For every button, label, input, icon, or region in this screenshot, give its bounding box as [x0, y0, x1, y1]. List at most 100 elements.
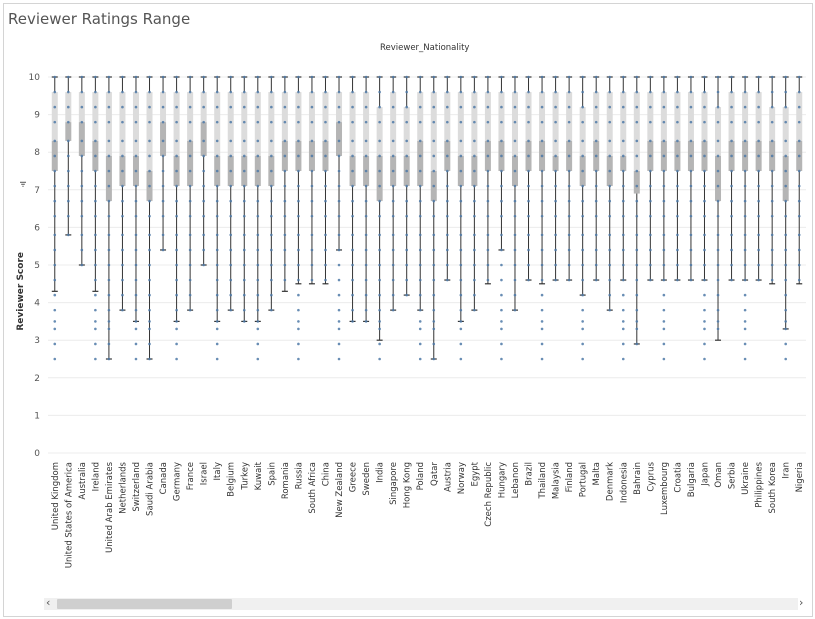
data-point: [270, 105, 273, 109]
x-tick-label: Qatar: [430, 461, 440, 485]
data-point: [459, 199, 463, 203]
data-point: [202, 263, 205, 267]
box-upper: [308, 92, 315, 141]
data-point: [608, 120, 612, 124]
data-point: [797, 139, 801, 143]
data-point: [486, 90, 490, 94]
data-point: [621, 308, 625, 312]
data-point: [757, 233, 760, 237]
data-point: [621, 357, 625, 361]
data-point: [784, 105, 787, 109]
data-point: [703, 139, 706, 143]
data-point: [283, 233, 287, 237]
data-point: [676, 90, 679, 94]
data-point: [297, 357, 300, 361]
data-point: [134, 263, 138, 267]
data-point: [716, 154, 720, 158]
horizontal-scrollbar[interactable]: [44, 598, 798, 610]
data-point: [418, 199, 422, 203]
data-point: [94, 293, 97, 297]
data-point: [53, 120, 57, 124]
data-point: [351, 169, 354, 173]
data-point: [432, 248, 436, 252]
data-point: [80, 105, 84, 109]
data-point: [662, 342, 666, 346]
data-point: [581, 199, 584, 203]
data-point: [473, 214, 476, 218]
data-point: [608, 293, 612, 297]
data-point: [716, 278, 720, 282]
data-point: [188, 184, 192, 188]
data-point: [608, 278, 612, 282]
box-upper: [498, 92, 505, 141]
data-point: [378, 327, 381, 331]
data-point: [770, 169, 774, 173]
scroll-right-arrow[interactable]: ›: [799, 596, 804, 609]
data-point: [242, 278, 246, 282]
data-point: [418, 233, 422, 237]
data-point: [67, 154, 70, 158]
data-point: [405, 278, 408, 282]
data-point: [94, 75, 97, 79]
data-point: [662, 75, 666, 79]
box-upper: [417, 92, 424, 141]
data-point: [391, 199, 395, 203]
data-point: [797, 214, 801, 218]
data-point: [378, 233, 381, 237]
x-tick-label: Oman: [714, 462, 724, 488]
data-point: [351, 184, 354, 188]
data-point: [676, 263, 679, 267]
data-point: [256, 342, 260, 346]
data-point: [297, 90, 300, 94]
data-point: [53, 90, 57, 94]
data-point: [770, 75, 774, 79]
x-tick-label: Romania: [281, 462, 291, 499]
data-point: [351, 199, 354, 203]
box-upper: [715, 107, 722, 156]
data-point: [324, 184, 327, 188]
data-point: [418, 154, 422, 158]
data-point: [80, 154, 84, 158]
data-point: [391, 184, 395, 188]
data-point: [797, 184, 801, 188]
data-point: [500, 342, 503, 346]
data-point: [432, 120, 436, 124]
x-tick-label: United Arab Emirates: [105, 461, 115, 553]
data-point: [527, 120, 530, 124]
data-point: [175, 308, 178, 312]
x-tick-label: Australia: [78, 462, 88, 500]
data-point: [608, 184, 612, 188]
scroll-left-arrow[interactable]: ‹: [46, 596, 51, 609]
data-point: [473, 184, 476, 188]
data-point: [53, 214, 57, 218]
box-upper: [796, 92, 803, 141]
data-point: [500, 90, 503, 94]
data-point: [310, 233, 314, 237]
data-point: [270, 214, 273, 218]
scrollbar-thumb[interactable]: [57, 599, 232, 609]
box-upper: [552, 92, 559, 156]
data-point: [473, 120, 476, 124]
data-point: [297, 169, 300, 173]
data-point: [418, 248, 422, 252]
data-point: [310, 105, 314, 109]
data-point: [649, 248, 652, 252]
data-point: [121, 154, 124, 158]
data-point: [229, 105, 233, 109]
x-tick-label: Italy: [213, 462, 223, 480]
data-point: [513, 120, 517, 124]
data-point: [432, 105, 436, 109]
data-point: [527, 184, 530, 188]
y-tick-label: 9: [34, 111, 40, 121]
box-upper: [363, 92, 370, 156]
data-point: [161, 169, 165, 173]
data-point: [229, 233, 233, 237]
data-point: [797, 154, 801, 158]
data-point: [175, 320, 178, 323]
data-point: [513, 248, 517, 252]
data-point: [270, 293, 273, 297]
data-point: [202, 154, 205, 158]
data-point: [730, 75, 733, 79]
data-point: [703, 90, 706, 94]
data-point: [175, 342, 178, 346]
